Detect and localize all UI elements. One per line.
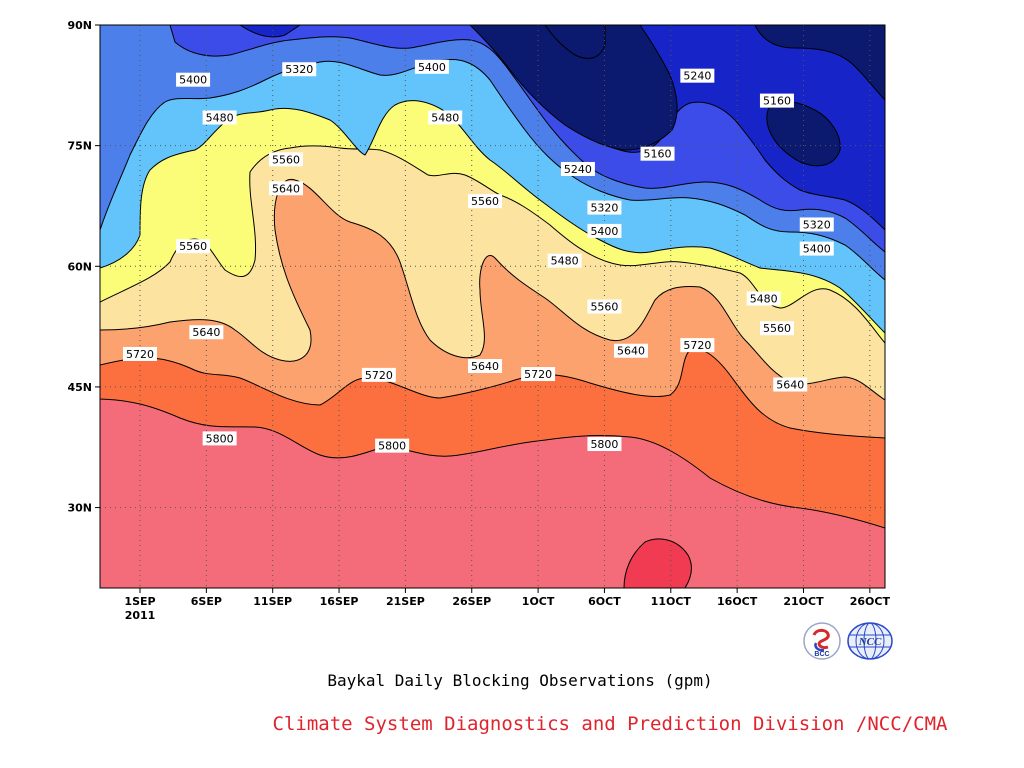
contour-label-text: 5560 [471, 195, 499, 208]
contour-label: 5720 [680, 338, 715, 353]
contour-label: 5320 [799, 217, 834, 232]
y-tick-label: 90N [67, 19, 92, 32]
contour-label-text: 5320 [285, 63, 313, 76]
contour-label-text: 5400 [418, 61, 446, 74]
contour-label-text: 5400 [590, 225, 618, 238]
chart-credit: Climate System Diagnostics and Predictio… [272, 713, 948, 735]
x-tick-label: 16SEP [320, 595, 359, 608]
contour-label-text: 5640 [471, 360, 499, 373]
contour-label-text: 5160 [644, 148, 672, 161]
contour-label-text: 5800 [378, 440, 406, 453]
contour-label: 5720 [361, 367, 396, 382]
y-axis: 30N 45N 60N 75N 90N [67, 19, 100, 515]
contour-label: 5240 [560, 161, 595, 176]
x-tick-label: 11SEP [253, 595, 292, 608]
chart-title: Baykal Daily Blocking Observations (gpm) [327, 671, 713, 690]
contour-label-text: 5240 [683, 70, 711, 83]
contour-labels: 5400 5320 5400 5480 5480 5560 5640 5560 5640 5720… [123, 59, 834, 453]
contour-label-text: 5480 [431, 111, 459, 124]
contour-label-text: 5800 [206, 432, 234, 445]
y-tick-label: 30N [67, 502, 92, 515]
contour-label-text: 5320 [803, 218, 831, 231]
contour-label: 5800 [202, 431, 237, 446]
contour-label-text: 5400 [179, 74, 207, 87]
x-tick-label: 16OCT [717, 595, 758, 608]
contour-label-text: 5640 [272, 182, 300, 195]
contour-label: 5160 [759, 93, 794, 108]
ncc-logo: NCC [847, 622, 893, 660]
contour-label-text: 5800 [590, 438, 618, 451]
contour-label: 5560 [468, 194, 503, 209]
x-tick-label: 1OCT [522, 595, 555, 608]
contour-label: 5640 [613, 343, 648, 358]
contour-label-text: 5160 [763, 95, 791, 108]
contour-label-text: 5560 [763, 322, 791, 335]
contour-label: 5720 [123, 346, 157, 361]
x-tick-label: 1SEP [124, 595, 155, 608]
contour-label: 5720 [521, 367, 556, 382]
contour-label: 5320 [587, 200, 622, 215]
contour-label: 5560 [759, 321, 794, 336]
contour-label-text: 5640 [192, 326, 220, 339]
contour-label: 5400 [799, 241, 834, 256]
x-tick-label: 21SEP [386, 595, 425, 608]
contour-label: 5240 [680, 68, 715, 83]
contour-label: 5160 [640, 146, 675, 161]
contour-label-text: 5640 [776, 379, 804, 392]
y-tick-label: 60N [67, 260, 92, 273]
contour-label-text: 5240 [564, 163, 592, 176]
contour-label: 5480 [547, 253, 582, 268]
contour-label: 5640 [773, 377, 808, 392]
contour-label-text: 5640 [617, 345, 645, 358]
contour-label: 5800 [375, 438, 410, 453]
contour-label-text: 5560 [179, 240, 207, 253]
fill-band-5160 [469, 25, 885, 167]
contour-label: 5640 [468, 359, 503, 374]
bcc-logo: BCC [803, 622, 841, 660]
x-tick-label: 26SEP [452, 595, 491, 608]
contour-label-text: 5720 [365, 369, 393, 382]
y-tick-label: 75N [67, 140, 92, 153]
contour-label: 5320 [282, 62, 317, 77]
contour-label-text: 5720 [524, 368, 552, 381]
x-tick-label: 6SEP [191, 595, 222, 608]
contour-label-text: 5400 [803, 243, 831, 256]
contour-label: 5640 [268, 181, 303, 196]
contour-label: 5400 [414, 59, 449, 74]
contour-label: 5560 [587, 299, 622, 314]
fill-band-5880 [623, 538, 692, 588]
y-tick-label: 45N [67, 381, 92, 394]
ncc-logo-text: NCC [858, 636, 882, 648]
contour-label-text: 5560 [590, 301, 618, 314]
contour-label-text: 5720 [126, 348, 154, 361]
x-tick-label: 11OCT [651, 595, 692, 608]
contour-label-text: 5480 [750, 292, 778, 305]
contour-label: 5480 [428, 110, 463, 125]
contour-label: 5480 [746, 291, 781, 306]
contour-label-text: 5480 [206, 111, 234, 124]
contour-label: 5800 [587, 437, 622, 452]
plot-area [100, 25, 885, 588]
contour-label: 5640 [189, 325, 224, 340]
contour-label-text: 5720 [683, 339, 711, 352]
bcc-logo-text: BCC [814, 651, 829, 658]
x-year-label: 2011 [125, 609, 156, 622]
contour-label-text: 5480 [551, 255, 579, 268]
contour-label-text: 5560 [272, 153, 300, 166]
contour-label: 5480 [202, 110, 237, 125]
contour-label: 5560 [268, 152, 303, 167]
contour-label: 5560 [176, 239, 211, 254]
x-tick-label: 26OCT [850, 595, 891, 608]
plot-frame [99, 24, 886, 589]
contour-label: 5400 [587, 223, 622, 238]
x-tick-label: 6OCT [588, 595, 621, 608]
x-tick-label: 21OCT [783, 595, 824, 608]
contour-label-text: 5320 [590, 202, 618, 215]
contour-label: 5400 [176, 72, 211, 87]
